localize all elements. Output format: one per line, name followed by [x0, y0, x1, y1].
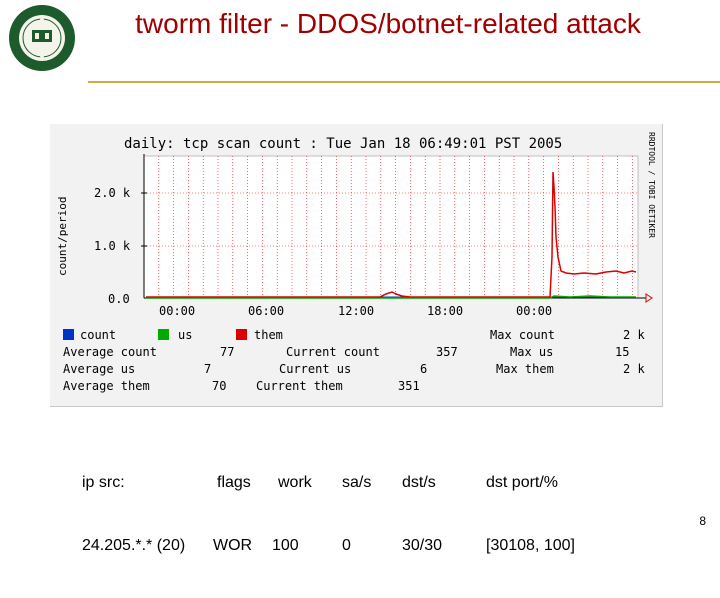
max-them-value: 2 k [623, 362, 645, 376]
avg-them-value: 70 [212, 379, 226, 393]
slide-title: tworm filter - DDOS/botnet-related attac… [135, 8, 641, 39]
y-tick-label: 2.0 k [94, 186, 131, 200]
max-count-value: 2 k [623, 328, 645, 342]
x-tick-label: 06:00 [248, 304, 284, 318]
graph-title: daily: tcp scan count : Tue Jan 18 06:49… [124, 136, 562, 152]
cur-us-value: 6 [420, 362, 427, 376]
legend-them-swatch [236, 329, 247, 340]
legend-them-label: them [254, 328, 283, 342]
cur-count-value: 357 [436, 345, 458, 359]
rrd-graph-panel: daily: tcp scan count : Tue Jan 18 06:49… [50, 124, 663, 407]
dstport-header: dst port/% [486, 474, 559, 491]
sas-value: 0 [342, 537, 351, 554]
series-us-line [146, 295, 636, 299]
series-them-line [146, 171, 637, 298]
x-tick-label: 18:00 [427, 304, 463, 318]
ip-src-column: ip src: 24.205.*.* (20) [82, 430, 185, 598]
page-number: 8 [699, 514, 706, 528]
cur-count-label: Current count [286, 345, 380, 359]
max-us-label: Max us [510, 345, 553, 359]
x-tick-label: 00:00 [516, 304, 552, 318]
ip-src-value: 24.205.*.* (20) [82, 537, 186, 554]
y-tick-label: 0.0 [108, 292, 130, 306]
legend-us-swatch [158, 329, 169, 340]
title-divider [88, 81, 720, 83]
sas-column: sa/s 0 [342, 430, 371, 598]
dstport-column: dst port/% [30108, 100] [486, 430, 575, 598]
avg-us-value: 7 [204, 362, 211, 376]
avg-us-label: Average us [63, 362, 135, 376]
flags-column: flags WOR [213, 430, 252, 598]
work-value: 100 [272, 537, 299, 554]
rrdtool-credit: RRDTOOL / TOBI OETIKER [647, 132, 656, 238]
avg-count-label: Average count [63, 345, 157, 359]
work-header: work [278, 474, 312, 491]
cur-them-value: 351 [398, 379, 420, 393]
dsts-value: 30/30 [402, 537, 443, 554]
dsts-header: dst/s [402, 474, 436, 491]
flags-value: WOR [213, 537, 253, 554]
legend-us-label: us [178, 328, 192, 342]
y-tick-label: 1.0 k [94, 239, 131, 253]
max-us-value: 15 [615, 345, 629, 359]
avg-count-value: 77 [220, 345, 234, 359]
rrd-graph: daily: tcp scan count : Tue Jan 18 06:49… [56, 132, 656, 393]
legend-count-swatch [63, 329, 74, 340]
portland-state-seal [9, 5, 75, 71]
legend-count-label: count [80, 328, 116, 342]
graph-ylabel: count/period [56, 197, 69, 276]
avg-them-label: Average them [63, 379, 150, 393]
ip-src-header: ip src: [82, 474, 125, 491]
flags-header: flags [217, 474, 251, 491]
dstport-value: [30108, 100] [486, 537, 575, 554]
work-column: work 100 [272, 430, 312, 598]
dsts-column: dst/s 30/30 [402, 430, 442, 598]
x-tick-label: 00:00 [159, 304, 195, 318]
cur-us-label: Current us [279, 362, 351, 376]
max-count-label: Max count [490, 328, 555, 342]
cur-them-label: Current them [256, 379, 343, 393]
x-axis-arrow [645, 293, 653, 303]
x-tick-label: 12:00 [338, 304, 374, 318]
sas-header: sa/s [342, 474, 372, 491]
max-them-label: Max them [496, 362, 554, 376]
